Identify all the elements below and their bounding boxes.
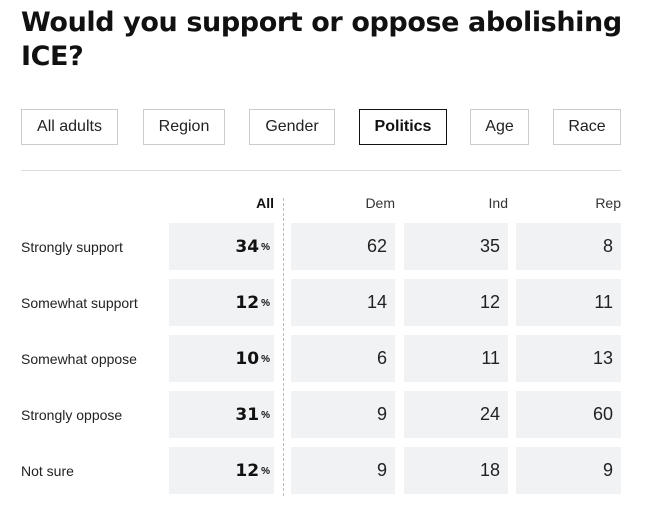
value-rep: 9 bbox=[602, 460, 613, 480]
cell-dem: 14 bbox=[291, 279, 395, 326]
percent-sign: % bbox=[261, 409, 270, 421]
percent-sign: % bbox=[261, 353, 270, 365]
cell-dem: 62 bbox=[291, 223, 395, 270]
percent-sign: % bbox=[261, 241, 270, 253]
cell-ind: 18 bbox=[404, 447, 508, 494]
cell-ind: 24 bbox=[404, 391, 508, 438]
cell-ind: 12 bbox=[404, 279, 508, 326]
column-header-dem: Dem bbox=[365, 195, 395, 211]
cell-rep: 13 bbox=[516, 335, 621, 382]
cell-ind: 35 bbox=[404, 223, 508, 270]
table-row: Not sure 12% 9 18 9 bbox=[0, 447, 663, 494]
value-all: 10 bbox=[235, 348, 260, 369]
row-label: Somewhat support bbox=[21, 294, 138, 311]
value-dem: 9 bbox=[376, 460, 387, 480]
value-all: 34 bbox=[235, 236, 260, 257]
table-row: Somewhat oppose 10% 6 11 13 bbox=[0, 335, 663, 382]
tab-race[interactable]: Race bbox=[553, 109, 621, 145]
table-row: Somewhat support 12% 14 12 11 bbox=[0, 279, 663, 326]
tab-politics[interactable]: Politics bbox=[359, 109, 447, 145]
cell-all: 34% bbox=[169, 223, 274, 270]
column-header-rep: Rep bbox=[595, 195, 621, 211]
tab-gender[interactable]: Gender bbox=[249, 109, 335, 145]
value-ind: 12 bbox=[479, 292, 500, 312]
filter-tabs: All adults Region Gender Politics Age Ra… bbox=[21, 109, 621, 145]
percent-sign: % bbox=[261, 465, 270, 477]
column-header-all: All bbox=[256, 195, 274, 211]
table-row: Strongly support 34% 62 35 8 bbox=[0, 223, 663, 270]
value-all: 12 bbox=[235, 292, 260, 313]
cell-dem: 9 bbox=[291, 447, 395, 494]
value-ind: 11 bbox=[481, 348, 500, 368]
value-rep: 13 bbox=[592, 348, 613, 368]
value-ind: 35 bbox=[479, 236, 500, 256]
row-label: Strongly oppose bbox=[21, 406, 123, 423]
cell-rep: 9 bbox=[516, 447, 621, 494]
value-dem: 6 bbox=[376, 348, 387, 368]
row-label: Somewhat oppose bbox=[21, 350, 137, 367]
value-ind: 18 bbox=[479, 460, 500, 480]
tab-region[interactable]: Region bbox=[143, 109, 225, 145]
tab-all-adults[interactable]: All adults bbox=[21, 109, 118, 145]
divider bbox=[21, 170, 621, 171]
value-rep: 8 bbox=[602, 236, 613, 256]
page-title: Would you support or oppose abolishing I… bbox=[21, 7, 622, 72]
cell-all: 31% bbox=[169, 391, 274, 438]
row-label: Not sure bbox=[21, 462, 74, 479]
value-dem: 9 bbox=[376, 404, 387, 424]
cell-ind: 11 bbox=[404, 335, 508, 382]
value-rep: 11 bbox=[594, 292, 613, 312]
cell-rep: 11 bbox=[516, 279, 621, 326]
value-all: 12 bbox=[235, 460, 260, 481]
value-dem: 62 bbox=[366, 236, 387, 256]
value-dem: 14 bbox=[366, 292, 387, 312]
table-row: Strongly oppose 31% 9 24 60 bbox=[0, 391, 663, 438]
column-header-ind: Ind bbox=[488, 195, 508, 211]
cell-all: 12% bbox=[169, 447, 274, 494]
value-all: 31 bbox=[235, 404, 260, 425]
tab-age[interactable]: Age bbox=[470, 109, 529, 145]
percent-sign: % bbox=[261, 297, 270, 309]
value-rep: 60 bbox=[592, 404, 613, 424]
cell-rep: 8 bbox=[516, 223, 621, 270]
cell-all: 12% bbox=[169, 279, 274, 326]
value-ind: 24 bbox=[479, 404, 500, 424]
cell-dem: 9 bbox=[291, 391, 395, 438]
cell-rep: 60 bbox=[516, 391, 621, 438]
cell-dem: 6 bbox=[291, 335, 395, 382]
row-label: Strongly support bbox=[21, 238, 123, 255]
cell-all: 10% bbox=[169, 335, 274, 382]
column-separator bbox=[283, 198, 284, 496]
